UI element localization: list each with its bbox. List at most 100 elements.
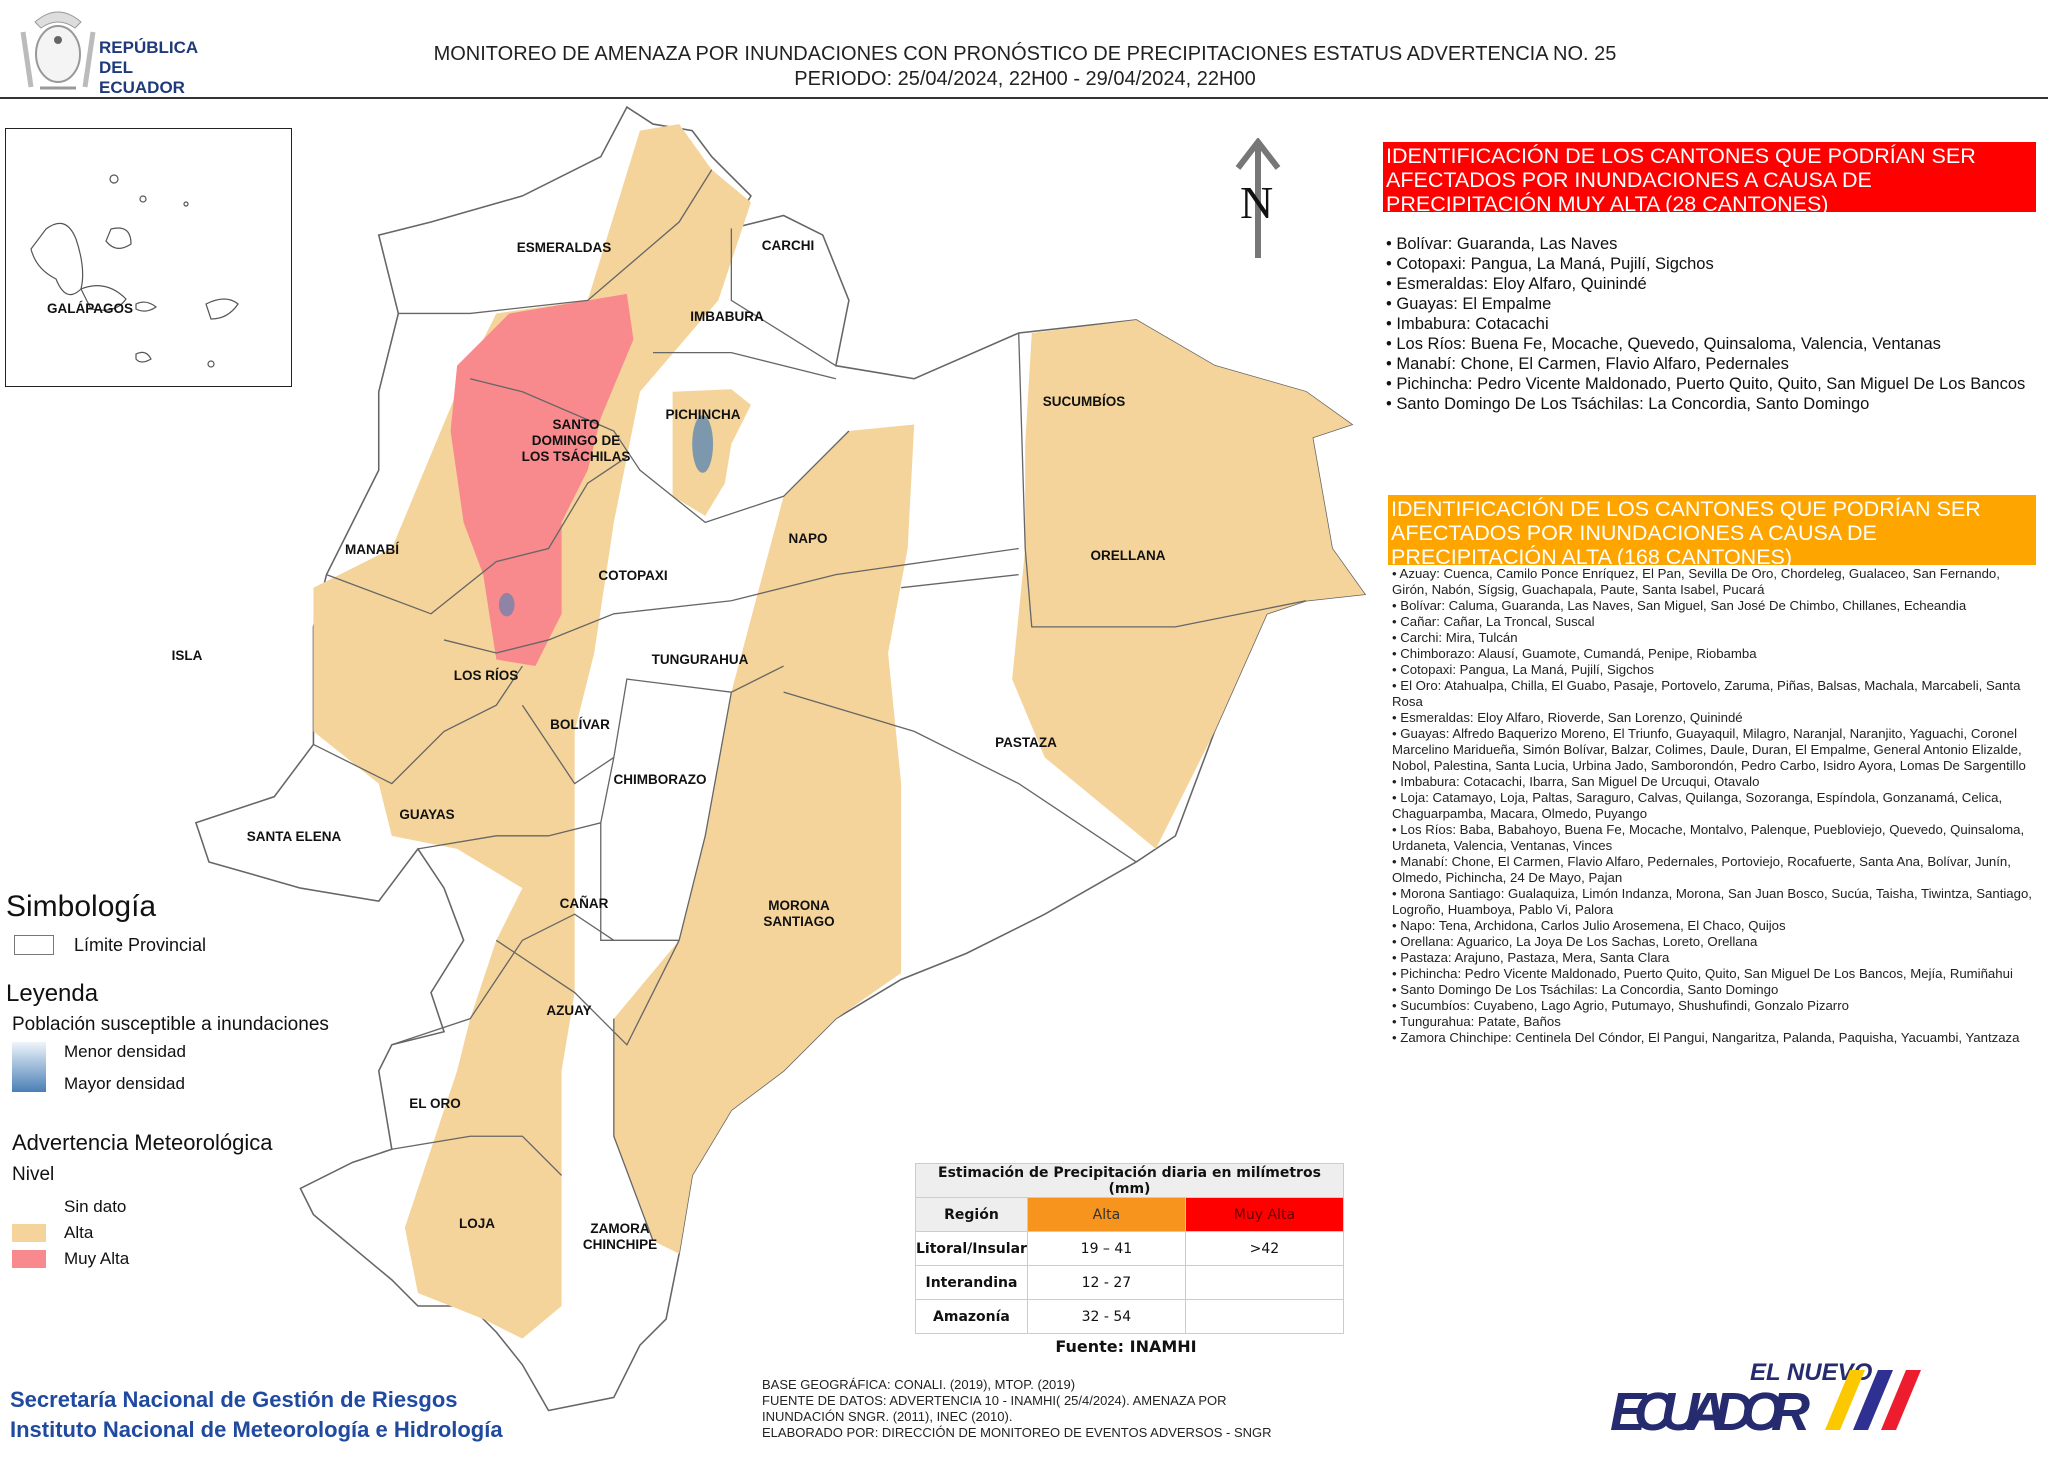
- header-region: Región: [915, 1197, 1028, 1232]
- precipitation-table: Estimación de Precipitación diaria en mi…: [915, 1163, 1344, 1334]
- table-source: Fuente: INAMHI: [1055, 1337, 1197, 1356]
- el-nuevo-ecuador-logo: EL NUEVO ECUADOR: [1610, 1350, 1940, 1442]
- list-item: • Loja: Catamayo, Loja, Paltas, Saraguro…: [1392, 790, 2003, 821]
- header-divider: [0, 97, 2048, 99]
- list-item: • Guayas: Alfredo Baquerizo Moreno, El T…: [1392, 726, 2026, 773]
- table-row: Litoral/Insular 19 – 41 >42: [915, 1231, 1344, 1266]
- list-item: • Los Ríos: Baba, Babahoyo, Buena Fe, Mo…: [1392, 822, 2025, 853]
- map-label-province: AZUAY: [546, 1003, 592, 1018]
- map-label-province: CARCHI: [761, 238, 815, 253]
- north-arrow-icon: [1235, 137, 1281, 258]
- legend: Simbología Límite Provincial Leyenda Pob…: [6, 890, 376, 1272]
- list-item: • Cotopaxi: Pangua, La Maná, Pujilí, Sig…: [1392, 662, 1654, 677]
- map-label-province: ZAMORA CHINCHIPE: [582, 1221, 658, 1252]
- alta-zone-coast: [313, 124, 751, 1339]
- map-label-province: ESMERALDAS: [516, 240, 612, 255]
- map-label-province: BOLÍVAR: [550, 717, 610, 732]
- map-label-province: PASTAZA: [995, 735, 1057, 750]
- table-row: Amazonía 32 - 54: [915, 1299, 1344, 1334]
- galapagos-inset: GALÁPAGOS: [5, 128, 292, 387]
- list-item: • Santo Domingo De Los Tsáchilas: La Con…: [1386, 395, 1870, 413]
- poblacion-title: Población susceptible a inundaciones: [12, 1014, 329, 1035]
- limite-swatch: [14, 935, 54, 955]
- map-label-province: GUAYAS: [399, 807, 455, 822]
- list-item: • Carchi: Mira, Tulcán: [1392, 630, 1518, 645]
- title-line-1: MONITOREO DE AMENAZA POR INUNDACIONES CO…: [433, 43, 1617, 65]
- density-gradient: [12, 1042, 46, 1092]
- list-item: • Imbabura: Cotacachi: [1386, 315, 1549, 333]
- title-period: PERIODO: 25/04/2024, 22H00 - 29/04/2024,…: [794, 68, 1256, 90]
- muy-alta-swatch: [12, 1250, 46, 1268]
- alta-swatch: [12, 1224, 46, 1242]
- map-label-province: LOS RÍOS: [453, 668, 519, 683]
- alta-list: • Azuay: Cuenca, Camilo Ponce Enríquez, …: [1392, 566, 2037, 1046]
- list-item: • Tungurahua: Patate, Baños: [1392, 1014, 1561, 1029]
- sin-dato-label: Sin dato: [64, 1197, 127, 1216]
- muy-alta-label: Muy Alta: [64, 1249, 130, 1268]
- coat-of-arms-icon: [20, 11, 96, 90]
- map-label-province: EL ORO: [409, 1096, 461, 1111]
- list-item: • Bolívar: Caluma, Guaranda, Las Naves, …: [1392, 598, 1967, 613]
- map-label-province: MANABÍ: [345, 542, 399, 557]
- list-item: • Pastaza: Arajuno, Pastaza, Mera, Santa…: [1392, 950, 1670, 965]
- list-item: • Guayas: El Empalme: [1386, 295, 1552, 313]
- list-item: • Cotopaxi: Pangua, La Maná, Pujilí, Sig…: [1386, 255, 1714, 273]
- alta-zone-east: [1012, 319, 1365, 849]
- map-label-province: LOJA: [458, 1216, 496, 1231]
- list-item: • Pichincha: Pedro Vicente Maldonado, Pu…: [1386, 375, 2026, 393]
- alta-zone-amazon: [613, 424, 915, 1254]
- sin-dato-swatch: [12, 1198, 46, 1216]
- list-item: • Pichincha: Pedro Vicente Maldonado, Pu…: [1392, 966, 2013, 981]
- list-item: • Esmeraldas: Eloy Alfaro, Rioverde, San…: [1392, 710, 1743, 725]
- institutions: Secretaría Nacional de Gestión de Riesgo…: [10, 1385, 503, 1445]
- list-item: • Morona Santiago: Gualaquiza, Limón Ind…: [1392, 886, 2032, 917]
- map-label-province: PICHINCHA: [665, 407, 741, 422]
- alta-label: Alta: [64, 1223, 94, 1242]
- map-label-province: ISLA: [171, 648, 203, 663]
- mayor-label: Mayor densidad: [64, 1074, 185, 1093]
- list-item: • Imbabura: Cotacachi, Ibarra, San Migue…: [1392, 774, 1760, 789]
- map-label-province: IMBABURA: [690, 309, 764, 324]
- muy-alta-list: • Bolívar: Guaranda, Las Naves • Cotopax…: [1386, 234, 2036, 414]
- list-item: • Zamora Chinchipe: Centinela Del Cóndor…: [1392, 1030, 2020, 1045]
- list-item: • Sucumbíos: Cuyabeno, Lago Agrio, Putum…: [1392, 998, 1849, 1013]
- institution-inamhi: Instituto Nacional de Meteorología e Hid…: [10, 1417, 503, 1442]
- list-item: • Orellana: Aguarico, La Joya De Los Sac…: [1392, 934, 1758, 949]
- header-muy-alta: Muy Alta: [1184, 1197, 1344, 1232]
- north-label: N: [1240, 177, 1274, 228]
- limite-label: Límite Provincial: [74, 934, 207, 955]
- simbologia-title: Simbología: [6, 890, 157, 923]
- north-arrow: N: [1232, 137, 1284, 262]
- republica-ecuador-logo: REPÚBLICA DEL ECUADOR: [15, 2, 215, 98]
- province-boundaries: [313, 169, 1307, 1241]
- advertencia-title: Advertencia Meteorológica: [12, 1130, 273, 1155]
- list-item: • Los Ríos: Buena Fe, Mocache, Quevedo, …: [1386, 335, 1941, 353]
- page-title: MONITOREO DE AMENAZA POR INUNDACIONES CO…: [300, 42, 1750, 92]
- institution-sngr: Secretaría Nacional de Gestión de Riesgo…: [10, 1387, 458, 1412]
- list-item: • Azuay: Cuenca, Camilo Ponce Enríquez, …: [1392, 566, 2000, 597]
- map-label-province: CHIMBORAZO: [613, 772, 707, 787]
- list-item: • El Oro: Atahualpa, Chilla, El Guabo, P…: [1392, 678, 2021, 709]
- menor-label: Menor densidad: [64, 1042, 186, 1061]
- list-item: • Cañar: Cañar, La Troncal, Suscal: [1392, 614, 1595, 629]
- map-label-province: CAÑAR: [559, 896, 609, 911]
- header-alta: Alta: [1026, 1197, 1186, 1232]
- leyenda-title: Leyenda: [6, 980, 99, 1007]
- list-item: • Bolívar: Guaranda, Las Naves: [1386, 235, 1618, 253]
- population-density: [498, 592, 515, 617]
- list-item: • Chimborazo: Alausí, Guamote, Cumandá, …: [1392, 646, 1757, 661]
- muy-alta-header: IDENTIFICACIÓN DE LOS CANTONES QUE PODRÍ…: [1383, 142, 2036, 216]
- footer-credits: BASE GEOGRÁFICA: CONALI. (2019), MTOP. (…: [762, 1377, 1272, 1440]
- list-item: • Manabí: Chone, El Carmen, Flavio Alfar…: [1386, 355, 1789, 373]
- list-item: • Esmeraldas: Eloy Alfaro, Quinindé: [1386, 275, 1647, 293]
- muy-alta-zone: [450, 293, 634, 667]
- map-label-galapagos: GALÁPAGOS: [46, 301, 134, 316]
- galapagos-islands: [30, 174, 239, 368]
- brand-logo: EL NUEVO ECUADOR: [1610, 1359, 1921, 1442]
- alta-header: IDENTIFICACIÓN DE LOS CANTONES QUE PODRÍ…: [1388, 495, 2036, 569]
- table-title: Estimación de Precipitación diaria en mi…: [915, 1163, 1344, 1198]
- table-row: Interandina 12 - 27: [915, 1265, 1344, 1300]
- map-label-province: SUCUMBÍOS: [1042, 394, 1126, 409]
- map-label-province: TUNGURAHUA: [651, 652, 749, 667]
